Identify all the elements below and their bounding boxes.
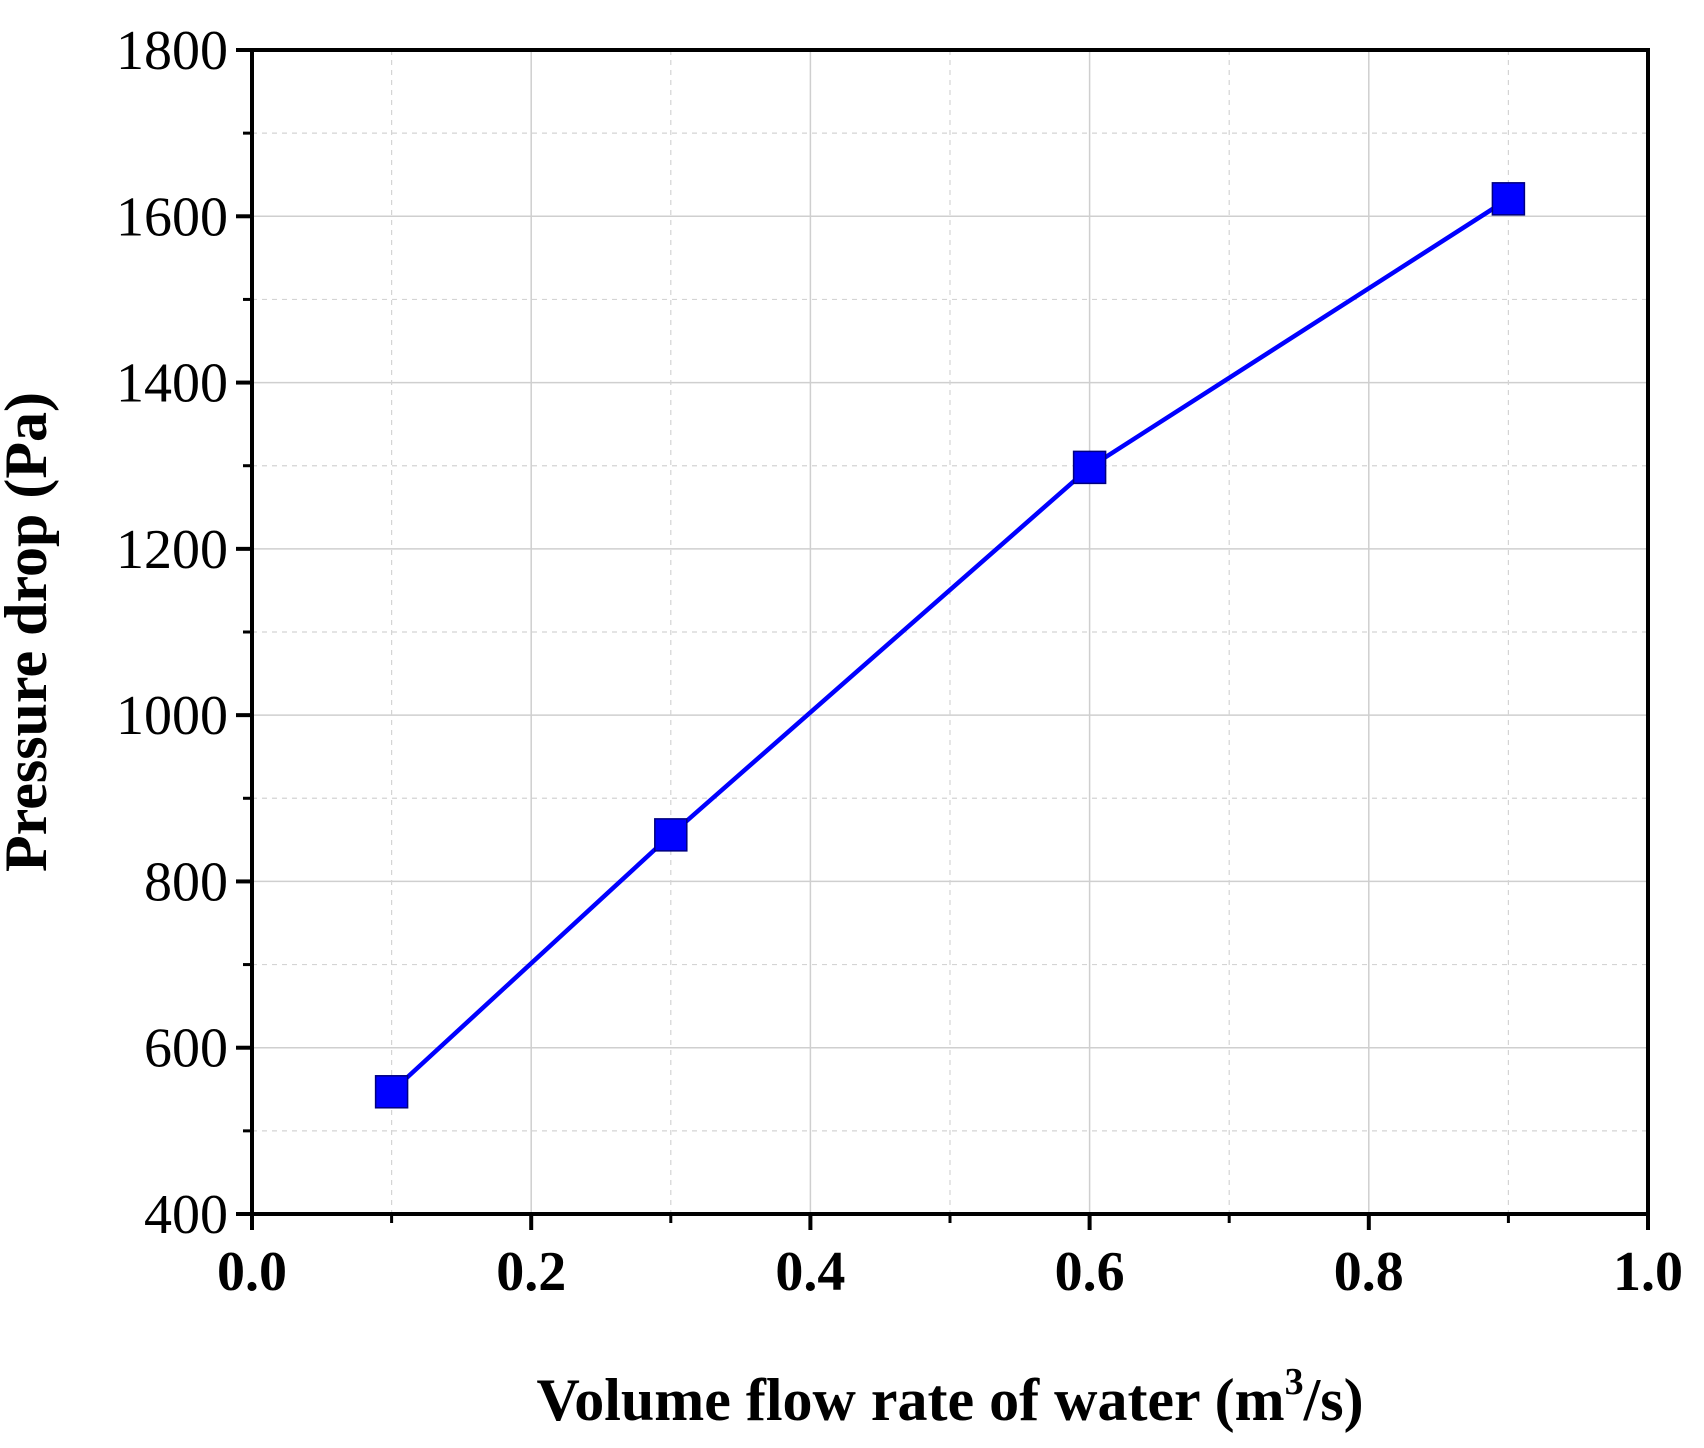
y-tick-label: 600 [144, 1018, 228, 1080]
x-tick-label: 0.0 [217, 1241, 287, 1303]
data-point-marker [654, 818, 688, 852]
x-axis-title: Volume flow rate of water (m3/s) [536, 1361, 1363, 1433]
y-tick-label: 1000 [116, 685, 228, 747]
y-tick-label: 1800 [116, 20, 228, 82]
series-line [390, 196, 1510, 1094]
axis-ticks [236, 48, 1650, 1230]
x-tick-label: 0.4 [775, 1241, 845, 1303]
y-tick-label: 1200 [116, 519, 228, 581]
y-tick-label: 1400 [116, 353, 228, 415]
data-point-marker [1072, 450, 1107, 485]
y-axis-title: Pressure drop (Pa) [0, 392, 59, 872]
x-axis-title-superscript: 3 [1285, 1361, 1304, 1403]
x-tick-label: 0.6 [1055, 1241, 1125, 1303]
data-point-marker [1491, 182, 1526, 216]
series-layer [374, 182, 1526, 1109]
y-tick-label: 800 [144, 851, 228, 913]
x-tick-label: 0.2 [496, 1241, 566, 1303]
y-tick-labels: 400 600 800 1000 1200 1400 1600 1800 [116, 20, 228, 1246]
x-tick-label: 0.8 [1334, 1241, 1404, 1303]
x-tick-labels: 0.0 0.2 0.4 0.6 0.8 1.0 [217, 1241, 1683, 1303]
x-axis-title-main: Volume flow rate of water (m [536, 1367, 1284, 1433]
grid [252, 50, 1648, 1214]
y-tick-label: 1600 [116, 186, 228, 248]
x-tick-label: 1.0 [1613, 1241, 1683, 1303]
x-axis-title-suffix: /s) [1303, 1367, 1364, 1433]
data-point-marker [374, 1075, 409, 1109]
y-tick-label: 400 [144, 1184, 228, 1246]
